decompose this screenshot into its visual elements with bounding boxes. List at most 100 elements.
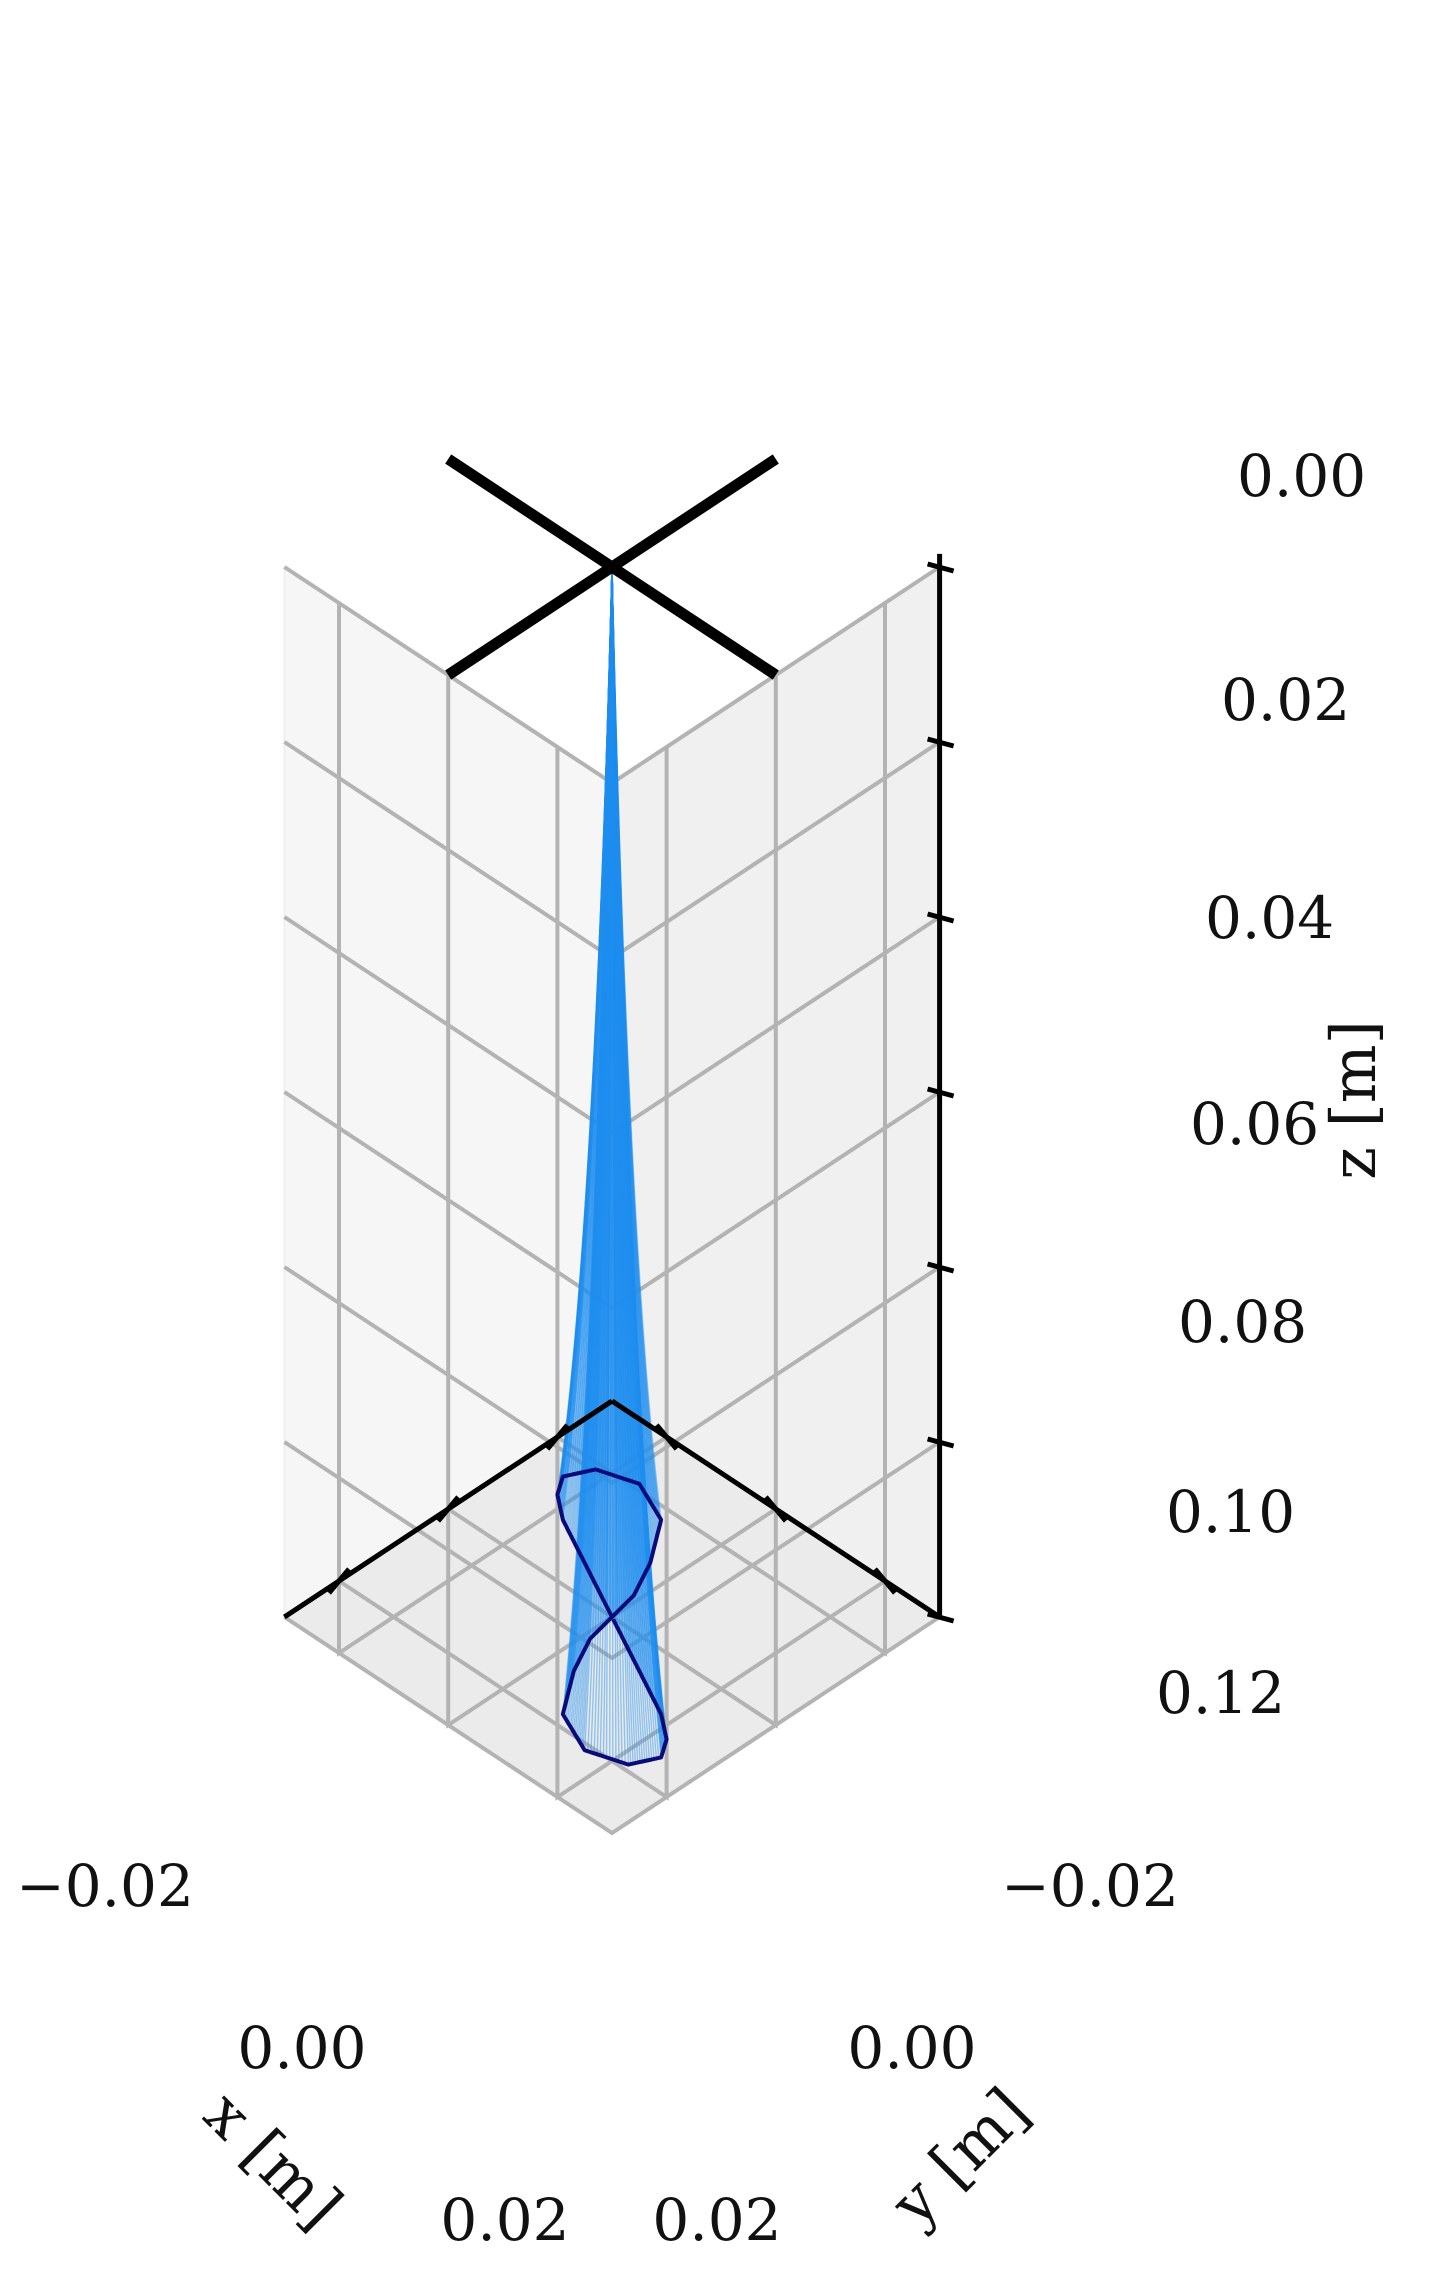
rod-line <box>598 566 613 1471</box>
rod-line <box>611 566 660 1758</box>
rod-line <box>611 566 637 1591</box>
rod-line <box>604 566 613 1473</box>
rod-line <box>561 566 613 1517</box>
rod-line <box>578 566 613 1660</box>
rod-line <box>611 566 630 1650</box>
rod-line <box>577 566 613 1740</box>
rod-line <box>611 566 658 1539</box>
rod-line <box>611 566 656 1703</box>
rod-line <box>574 566 613 1735</box>
rod-line <box>566 566 613 1696</box>
rod-line <box>609 566 613 1613</box>
rod-line <box>611 566 636 1594</box>
rod-line <box>580 566 613 1658</box>
rod-line <box>560 566 613 1482</box>
rod-line <box>559 566 613 1487</box>
rod-line <box>576 566 613 1738</box>
z-axis-tick <box>926 561 955 574</box>
rod-line <box>611 566 665 1727</box>
rod-line <box>560 566 613 1484</box>
rod-line <box>611 566 648 1761</box>
rod-line <box>596 566 613 1755</box>
rod-line <box>611 566 645 1680</box>
rod-line <box>611 566 632 1655</box>
rod-line <box>557 566 613 1493</box>
rod-line <box>611 566 663 1718</box>
rod-line <box>611 566 663 1720</box>
rod-line <box>611 566 637 1664</box>
rod-line <box>579 566 613 1555</box>
rod-line <box>611 566 626 1605</box>
rod-line <box>609 566 613 1759</box>
rod-line <box>561 566 613 1478</box>
rod-line <box>611 566 614 1760</box>
rod-line <box>603 566 613 1625</box>
z-tick-label: 0.08 <box>1178 1288 1307 1356</box>
rod-line <box>611 566 667 1735</box>
rod-line <box>590 566 613 1576</box>
rod-line <box>575 566 613 1667</box>
rod-line <box>611 566 644 1678</box>
z-axis-tick <box>926 1086 955 1099</box>
rod-line <box>599 566 613 1756</box>
rod-line <box>610 566 613 1475</box>
rod-line <box>611 566 651 1692</box>
rod-line <box>611 566 659 1515</box>
rod-line <box>559 566 613 1508</box>
rod-line <box>599 566 613 1594</box>
grid-line <box>283 1265 941 1486</box>
rod-line <box>559 566 613 1506</box>
rod-line <box>611 566 658 1759</box>
rod-line <box>608 566 613 1621</box>
z-axis-tick <box>926 1261 955 1274</box>
rod-line <box>576 566 613 1474</box>
z-axis-tick <box>926 1436 955 1449</box>
rod-line <box>581 566 613 1655</box>
rod-line <box>572 566 613 1675</box>
rod-line <box>611 566 646 1682</box>
rod-line <box>611 566 661 1712</box>
rod-line <box>570 566 613 1681</box>
rod-line <box>611 566 667 1743</box>
rod-line <box>611 566 627 1645</box>
rod-line <box>601 566 613 1627</box>
rod-line <box>574 566 613 1669</box>
rod-line <box>611 566 639 1763</box>
z-axis-tick <box>926 1611 955 1624</box>
x-tick-label: 0.00 <box>237 2014 366 2082</box>
rod-line <box>611 566 614 1620</box>
rod-line <box>611 566 628 1480</box>
rod-line <box>587 566 613 1644</box>
y-axis-tick <box>545 1423 570 1451</box>
grid-line <box>283 1615 941 1836</box>
rod-line <box>580 566 613 1557</box>
rod-line <box>562 566 613 1477</box>
z-tick-label: 0.02 <box>1221 666 1350 734</box>
y-tick-labels: −0.02 0.00 0.02 <box>652 1852 1178 2254</box>
rod-line <box>611 566 642 1675</box>
rod-line <box>611 566 660 1710</box>
rod-line <box>611 566 660 1530</box>
x-axis-tick <box>763 1495 788 1523</box>
rod-line <box>557 566 613 1499</box>
rod-line <box>611 566 635 1662</box>
rod-line <box>601 566 613 1472</box>
rod-line <box>583 566 613 1473</box>
rod-line <box>611 566 616 1614</box>
y-axis-tick <box>436 1495 461 1523</box>
cross-arm <box>445 454 779 680</box>
rod-line <box>611 566 666 1745</box>
rod-line <box>562 566 613 1712</box>
rod-line <box>579 566 613 1743</box>
rod-line <box>597 566 613 1590</box>
rod-line <box>611 566 619 1477</box>
rod-line <box>611 566 641 1673</box>
rod-line <box>598 566 613 1630</box>
grid-line <box>446 675 777 1729</box>
rod-line <box>611 566 615 1616</box>
rod-line <box>562 566 613 1520</box>
rod-line <box>562 566 613 1715</box>
rod-line <box>566 566 613 1530</box>
rod-line <box>600 566 613 1597</box>
grid-line <box>283 1090 941 1311</box>
